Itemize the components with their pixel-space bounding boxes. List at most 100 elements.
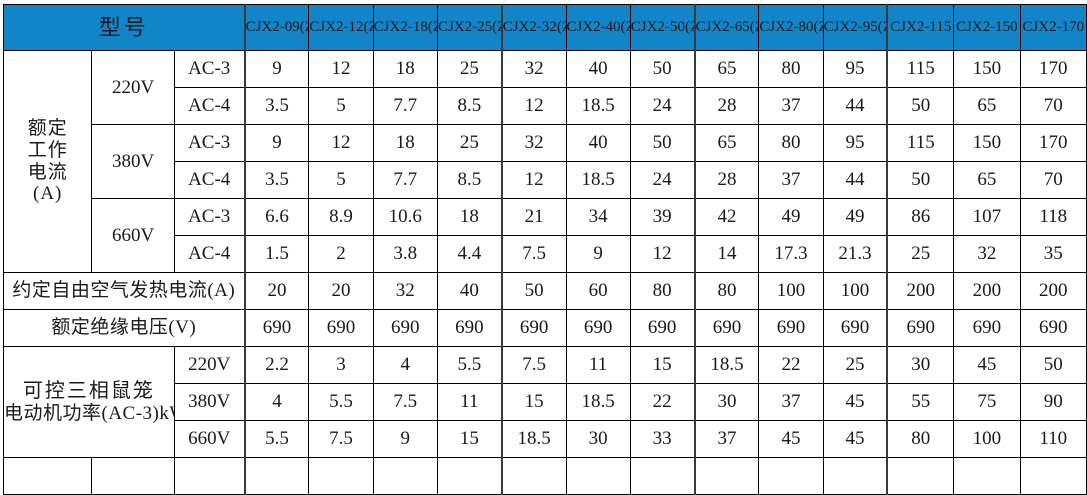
table-row: 380V AC-3 9 12 18 25 32 40 50 65 80 95 1… (4, 124, 1087, 199)
cell-ac4-660-cjx2-25: 4.4 (436, 235, 503, 273)
table-row-partial (2, 457, 1087, 495)
voltage-label-660v-current: 660V (91, 198, 175, 273)
cell-ac3-220-cjx2-150: 150 (953, 50, 1021, 88)
cell-insulation-cjx2-115: 690 (886, 309, 955, 347)
header-row: 型号 CJX2-09(Z) CJX2-12(Z) CJX2-18(Z) CJX2… (2, 4, 1087, 51)
cell-pw660-cjx2-40: 30 (565, 420, 631, 458)
cell-pw380-cjx2-170: 90 (1019, 383, 1087, 421)
cell-ac4-380-cjx2-50: 24 (629, 161, 696, 199)
partial-cell (501, 457, 567, 495)
cell-pw380-cjx2-80: 37 (758, 383, 824, 421)
table-body: 额定 工作 电流 (A) 220V AC-3 9 12 18 25 32 40 … (2, 50, 1087, 495)
cell-pw660-cjx2-12: 7.5 (308, 420, 374, 458)
cell-pw380-cjx2-150: 75 (953, 383, 1021, 421)
cell-pw220-cjx2-150: 45 (953, 346, 1021, 384)
partial-cell (1019, 457, 1087, 495)
cell-insulation-cjx2-65: 690 (694, 309, 760, 347)
cell-insulation-cjx2-09: 690 (244, 309, 310, 347)
partial-cell (886, 457, 955, 495)
cell-ac3-220-cjx2-25: 25 (436, 50, 503, 88)
cell-insulation-cjx2-50: 690 (629, 309, 696, 347)
cell-ac3-380-cjx2-50: 50 (629, 124, 696, 162)
cell-ac3-380-cjx2-40: 40 (565, 124, 631, 162)
cell-pw380-cjx2-32: 15 (501, 383, 567, 421)
cell-pw220-cjx2-40: 11 (565, 346, 631, 384)
motor-power-label-line-2: 电动机功率(AC-3)kW (4, 402, 175, 424)
cell-thermal-cjx2-18: 32 (372, 272, 438, 310)
cell-ac3-660-cjx2-12: 8.9 (308, 198, 374, 236)
cell-ac4-380-cjx2-12: 5 (308, 161, 374, 199)
table-row: AC-4 1.5 2 3.8 4.4 7.5 9 12 14 17.3 21.3… (4, 235, 1087, 273)
header-model-cjx2-65: CJX2-65(Z) (694, 4, 760, 51)
cell-ac4-380-cjx2-18: 7.7 (372, 161, 438, 199)
cell-thermal-cjx2-170: 200 (1019, 272, 1087, 310)
cell-insulation-cjx2-95: 690 (822, 309, 889, 347)
partial-cell (244, 457, 310, 495)
cell-pw660-cjx2-09: 5.5 (244, 420, 310, 458)
cell-ac4-220-cjx2-95: 44 (822, 87, 889, 125)
cell-pw660-cjx2-32: 18.5 (501, 420, 567, 458)
ac-type-label-ac4-660: AC-4 (173, 235, 246, 273)
contactor-spec-table: 型号 CJX2-09(Z) CJX2-12(Z) CJX2-18(Z) CJX2… (2, 4, 1087, 495)
partial-cell (173, 457, 246, 495)
cell-pw660-cjx2-50: 33 (629, 420, 696, 458)
cell-ac3-220-cjx2-09: 9 (244, 50, 310, 88)
cell-pw220-cjx2-12: 3 (308, 346, 374, 384)
header-model-cjx2-115: CJX2-115 (886, 4, 955, 51)
cell-ac3-380-cjx2-18: 18 (372, 124, 438, 162)
header-model-cjx2-40: CJX2-40(Z) (565, 4, 631, 51)
cell-pw660-cjx2-150: 100 (953, 420, 1021, 458)
cell-thermal-cjx2-80: 100 (758, 272, 824, 310)
cell-ac3-220-cjx2-65: 65 (694, 50, 760, 88)
cell-ac4-660-cjx2-18: 3.8 (372, 235, 438, 273)
row-label-insulation-voltage: 额定绝缘电压(V) (2, 309, 246, 347)
cell-ac4-660-cjx2-40: 9 (565, 235, 631, 273)
cell-pw220-cjx2-80: 22 (758, 346, 824, 384)
cell-insulation-cjx2-18: 690 (372, 309, 438, 347)
group-label-motor-power: 可控三相鼠笼 电动机功率(AC-3)kW (3, 346, 175, 458)
table-row: 660V 5.5 7.5 9 15 18.5 30 33 37 45 45 80… (4, 420, 1087, 458)
voltage-label-380v-power: 380V (173, 383, 246, 421)
partial-cell (822, 457, 889, 495)
cell-ac4-660-cjx2-12: 2 (308, 235, 374, 273)
partial-cell (953, 457, 1021, 495)
cell-ac4-220-cjx2-150: 65 (953, 87, 1021, 125)
cell-pw660-cjx2-170: 110 (1019, 420, 1087, 458)
spec-table-container: 型号 CJX2-09(Z) CJX2-12(Z) CJX2-18(Z) CJX2… (2, 4, 1087, 495)
table-row: 额定绝缘电压(V) 690 690 690 690 690 690 690 69… (2, 309, 1087, 347)
cell-ac4-380-cjx2-25: 8.5 (436, 161, 503, 199)
header-model-cjx2-170: CJX2-170 (1019, 4, 1087, 51)
cell-insulation-cjx2-25: 690 (436, 309, 503, 347)
cell-ac4-380-cjx2-95: 44 (822, 161, 889, 199)
cell-ac3-380-cjx2-12: 12 (308, 124, 374, 162)
header-model-cjx2-80: CJX2-80(Z) (758, 4, 824, 51)
cell-pw220-cjx2-25: 5.5 (436, 346, 503, 384)
cell-ac3-660-cjx2-40: 34 (565, 198, 631, 236)
cell-thermal-cjx2-09: 20 (244, 272, 310, 310)
partial-cell (629, 457, 696, 495)
cell-ac3-660-cjx2-65: 42 (694, 198, 760, 236)
row-label-thermal-current: 约定自由空气发热电流(A) (2, 272, 246, 310)
group-label-line-3: 电流 (27, 161, 68, 183)
ac-type-label-ac3-220: AC-3 (173, 50, 246, 88)
table-row: 380V 4 5.5 7.5 11 15 18.5 22 30 37 45 55… (4, 383, 1087, 421)
header-model-cjx2-150: CJX2-150 (953, 4, 1021, 51)
header-model-cjx2-50: CJX2-50(Z) (629, 4, 696, 51)
ac-type-label-ac3-660: AC-3 (173, 198, 246, 236)
cell-ac4-660-cjx2-32: 7.5 (501, 235, 567, 273)
table-row: AC-4 3.5 5 7.7 8.5 12 18.5 24 28 37 44 5… (4, 87, 1087, 125)
cell-ac4-660-cjx2-50: 12 (629, 235, 696, 273)
cell-thermal-cjx2-95: 100 (822, 272, 889, 310)
cell-thermal-cjx2-12: 20 (308, 272, 374, 310)
header-model-cjx2-18: CJX2-18(Z) (372, 4, 438, 51)
cell-ac4-660-cjx2-65: 14 (694, 235, 760, 273)
cell-thermal-cjx2-50: 80 (629, 272, 696, 310)
voltage-label-220v-power: 220V (173, 346, 246, 384)
cell-ac4-220-cjx2-25: 8.5 (436, 87, 503, 125)
cell-pw220-cjx2-50: 15 (629, 346, 696, 384)
cell-pw660-cjx2-18: 9 (372, 420, 438, 458)
cell-ac3-660-cjx2-50: 39 (629, 198, 696, 236)
cell-ac3-220-cjx2-80: 80 (758, 50, 824, 88)
cell-ac4-660-cjx2-95: 21.3 (822, 235, 889, 273)
cell-pw220-cjx2-18: 4 (372, 346, 438, 384)
